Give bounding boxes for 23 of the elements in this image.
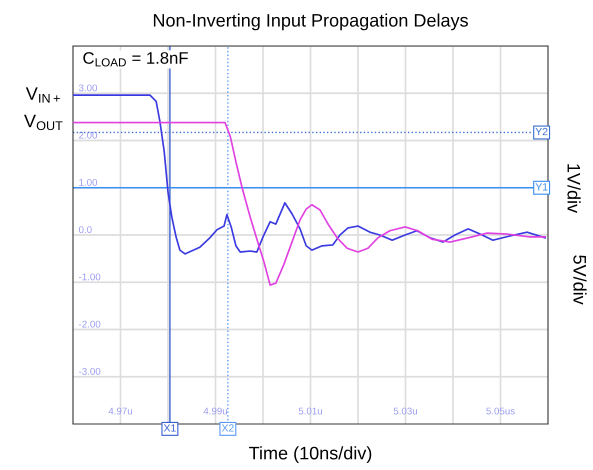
y-tick-label: -3.00	[78, 368, 100, 375]
chart-title: Non-Inverting Input Propagation Delays	[154, 13, 468, 30]
x-tick-label: 5.01u	[298, 408, 322, 414]
y-tick-label: 2.00	[79, 132, 98, 139]
y-tick-label: -1.00	[78, 273, 100, 280]
ref-line-label: Y1	[535, 183, 548, 190]
series-label: V$_{OUT}$	[24, 114, 63, 130]
series-label: V$_{IN+}$	[26, 87, 60, 103]
x-tick-label: 4.97u	[108, 408, 132, 414]
x-axis-title: Time (10ns/div)	[249, 446, 372, 464]
y-tick-label: 0.0	[78, 226, 92, 234]
ref-line-label: X2	[222, 424, 234, 432]
x-tick-label: 5.03u	[394, 408, 418, 414]
text: 1V/div	[567, 164, 581, 214]
x-tick-label: 5.05us	[486, 408, 515, 414]
y-tick-label: 3.00	[78, 84, 98, 92]
y-tick-label: 1.00	[79, 178, 98, 186]
annotation: C$_{LOAD}$ = 1.8nF	[83, 52, 188, 66]
x-tick-label: 4.99u	[204, 408, 228, 414]
y-tick-label: -2.00	[78, 320, 100, 328]
ref-line-label: Y2	[535, 128, 548, 136]
ref-line-label: X1	[164, 424, 176, 432]
text: 5V/div	[573, 255, 587, 305]
